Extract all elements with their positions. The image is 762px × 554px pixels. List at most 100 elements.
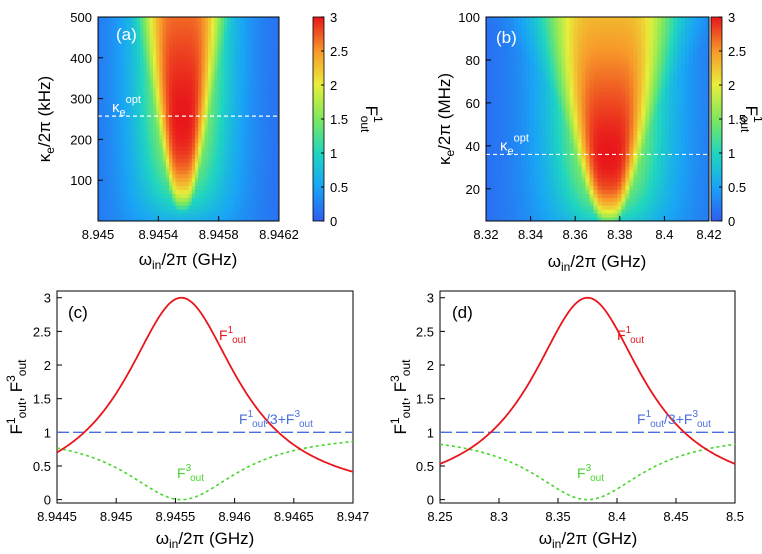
heatmap-cell	[152, 44, 157, 49]
heatmap-cell	[98, 181, 102, 187]
heatmap-cell	[581, 44, 586, 49]
heatmap-cell	[130, 162, 134, 167]
heatmap-cell	[637, 83, 642, 89]
heatmap-cell	[577, 32, 582, 38]
heatmap-cell	[130, 205, 134, 210]
heatmap-cell	[613, 40, 618, 45]
heatmap-cell	[165, 115, 170, 120]
heatmap-cell	[577, 99, 582, 104]
heatmap-cell	[497, 44, 503, 49]
heatmap-cell	[240, 107, 244, 112]
heatmap-cell	[101, 36, 105, 41]
heatmap-cell	[517, 217, 523, 222]
heatmap-cell	[175, 28, 180, 34]
heatmap-cell	[549, 166, 555, 171]
heatmap-cell	[617, 154, 622, 159]
heatmap-cell	[589, 213, 594, 218]
heatmap-cell	[581, 32, 586, 38]
heatmap-cell	[136, 177, 141, 183]
heatmap-cell	[233, 40, 238, 45]
heatmap-cell	[581, 205, 586, 210]
heatmap-cell	[107, 32, 112, 38]
heatmap-cell	[621, 126, 626, 132]
heatmap-cell	[220, 126, 225, 132]
heatmap-cell	[633, 60, 638, 65]
heatmap-cell	[120, 75, 125, 81]
heatmap-cell	[120, 17, 125, 22]
heatmap-cell	[220, 17, 225, 22]
heatmap-cell	[637, 189, 642, 194]
heatmap-cell	[98, 111, 102, 116]
heatmap-cell	[513, 189, 519, 194]
heatmap-cell	[194, 40, 199, 45]
heatmap-cell	[185, 213, 189, 218]
heatmap-cell	[207, 181, 212, 187]
heatmap-cell	[513, 126, 519, 132]
heatmap-cell	[256, 68, 261, 73]
heatmap-cell	[246, 52, 251, 57]
heatmap-cell	[557, 185, 563, 191]
heatmap-cell	[501, 79, 507, 85]
heatmap-cell	[637, 197, 642, 202]
heatmap-cell	[191, 17, 196, 22]
heatmap-cell	[143, 197, 147, 202]
heatmap-cell	[601, 138, 606, 143]
heatmap-cell	[605, 162, 610, 167]
heatmap-cell	[220, 173, 225, 179]
heatmap-cell	[517, 126, 523, 132]
heatmap-cell	[156, 189, 160, 194]
heatmap-cell	[617, 122, 622, 128]
heatmap-cell	[545, 95, 551, 100]
heatmap-cell	[529, 134, 535, 140]
heatmap-cell	[633, 130, 638, 136]
heatmap-cell	[188, 83, 193, 89]
heatmap-cell	[513, 150, 519, 155]
heatmap-cell	[104, 189, 109, 194]
heatmap-cell	[613, 32, 618, 38]
heatmap-cell	[569, 20, 575, 26]
heatmap-cell	[486, 71, 491, 77]
heatmap-cell	[561, 75, 567, 81]
heatmap-cell	[140, 162, 144, 167]
heatmap-cell	[175, 20, 180, 26]
heatmap-cell	[561, 79, 567, 85]
heatmap-cell	[617, 95, 622, 100]
heatmap-cell	[114, 32, 118, 38]
heatmap-cell	[175, 166, 180, 171]
heatmap-cell	[561, 154, 567, 159]
heatmap-cell	[243, 75, 248, 81]
heatmap-cell	[243, 209, 248, 214]
heatmap-cell	[201, 17, 206, 22]
heatmap-cell	[262, 28, 267, 34]
heatmap-cell	[204, 28, 209, 34]
heatmap-cell	[553, 48, 559, 53]
heatmap-cell	[561, 64, 567, 69]
heatmap-cell	[493, 189, 499, 194]
heatmap-cell	[130, 213, 134, 218]
heatmap-cell	[233, 130, 238, 136]
heatmap-cell	[146, 44, 151, 49]
heatmap-cell	[243, 71, 248, 77]
heatmap-cell	[581, 103, 586, 108]
heatmap-cell	[589, 28, 594, 34]
heatmap-cell	[249, 52, 254, 57]
heatmap-cell	[191, 60, 196, 65]
heatmap-cell	[545, 79, 551, 85]
heatmap-cell	[98, 17, 102, 22]
heatmap-cell	[633, 79, 638, 85]
heatmap-cell	[136, 91, 141, 96]
heatmap-cell	[629, 166, 634, 171]
heatmap-cell	[194, 146, 199, 151]
heatmap-cell	[637, 28, 642, 34]
heatmap-cell	[275, 60, 280, 65]
heatmap-cell	[104, 40, 109, 45]
heatmap-cell	[529, 91, 535, 96]
heatmap-cell	[553, 24, 559, 30]
heatmap-cell	[214, 154, 218, 159]
heatmap-cell	[505, 17, 511, 22]
heatmap-cell	[140, 189, 144, 194]
heatmap-cell	[489, 185, 495, 191]
heatmap-cell	[198, 209, 202, 214]
heatmap-cell	[233, 217, 238, 222]
heatmap-cell	[130, 68, 134, 73]
